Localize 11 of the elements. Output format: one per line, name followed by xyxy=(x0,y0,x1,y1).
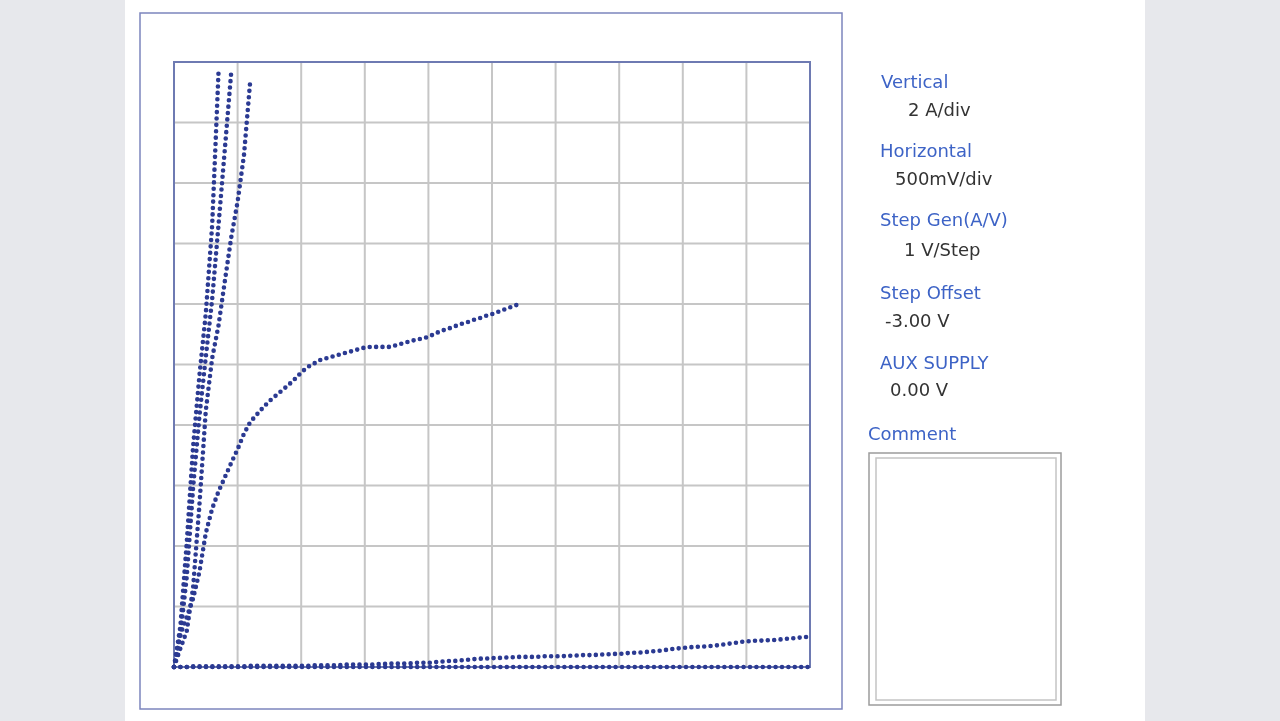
text: 1 V/Step xyxy=(904,239,981,260)
text: Step Offset xyxy=(880,282,981,303)
text: 2 A/div xyxy=(908,99,971,120)
text: Vertical xyxy=(881,71,949,92)
text: -3.00 V xyxy=(885,310,951,331)
text: 0.00 V xyxy=(890,379,949,400)
text: 500mV/div xyxy=(895,168,993,189)
text: Horizontal xyxy=(880,140,972,161)
text: Step Gen(A/V) xyxy=(880,209,1008,230)
text: AUX SUPPLY xyxy=(880,352,990,373)
text: Comment xyxy=(868,423,957,444)
